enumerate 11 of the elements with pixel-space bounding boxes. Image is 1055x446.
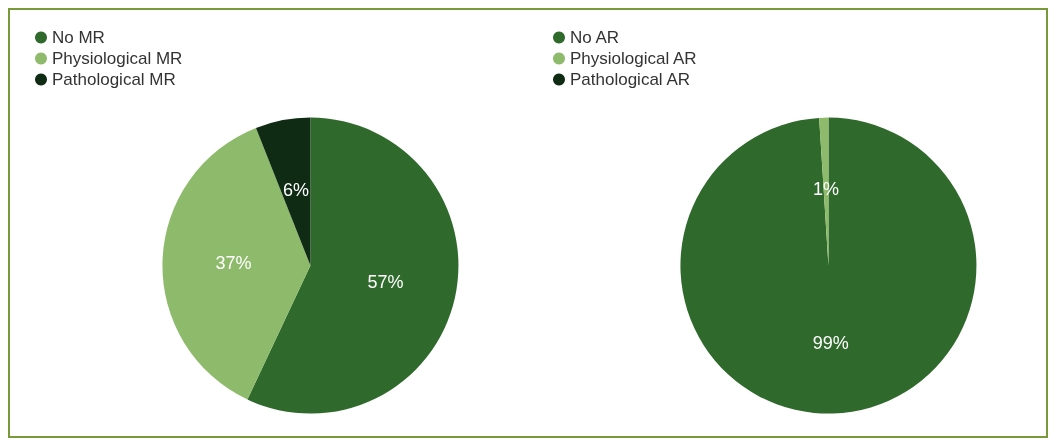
legend-label: No AR bbox=[570, 28, 620, 47]
legend-label: Pathological MR bbox=[52, 70, 176, 89]
data-label: 57% bbox=[367, 272, 404, 293]
data-label: 37% bbox=[215, 253, 252, 274]
data-label: 99% bbox=[812, 332, 849, 353]
legend-label: Physiological AR bbox=[570, 49, 697, 68]
legend-label: No MR bbox=[52, 28, 105, 47]
legend-label: Physiological MR bbox=[52, 49, 183, 68]
data-label: 6% bbox=[283, 179, 310, 200]
data-label: 1% bbox=[813, 178, 840, 199]
legend-label: Pathological AR bbox=[570, 70, 691, 89]
